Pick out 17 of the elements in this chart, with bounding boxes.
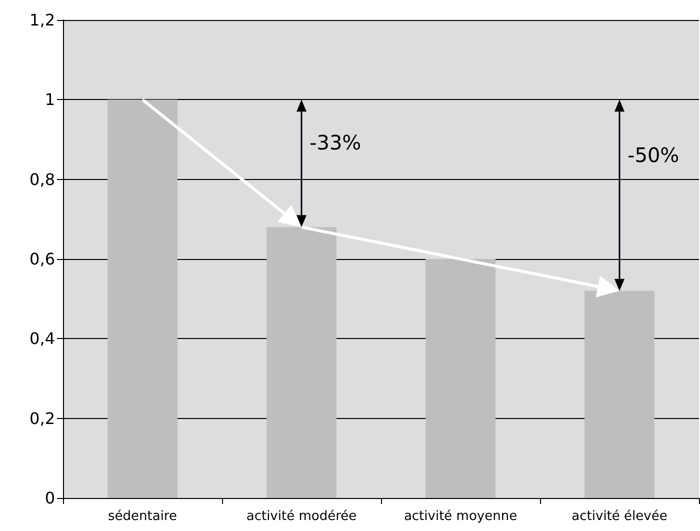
x-tick-label: activité élevée [572, 509, 668, 524]
y-tick-label: 1,2 [30, 10, 55, 30]
bar [108, 100, 178, 498]
x-tick-label: activité modérée [246, 509, 357, 524]
bar [584, 290, 654, 498]
y-tick-label: 0,6 [30, 250, 55, 268]
y-tick-label: 0,2 [30, 408, 55, 428]
y-tick-label: 0,4 [30, 329, 55, 348]
bar [266, 227, 336, 498]
bar [426, 259, 496, 498]
y-tick-label: 1 [44, 90, 55, 110]
annotation: -50% [628, 143, 680, 168]
y-tick-label: 0 [44, 488, 55, 508]
x-tick-label: activité moyenne [404, 509, 518, 524]
y-tick-label: 0,8 [30, 170, 55, 189]
annotation: -33% [310, 130, 362, 154]
x-tick-label: sédentaire [108, 509, 177, 524]
